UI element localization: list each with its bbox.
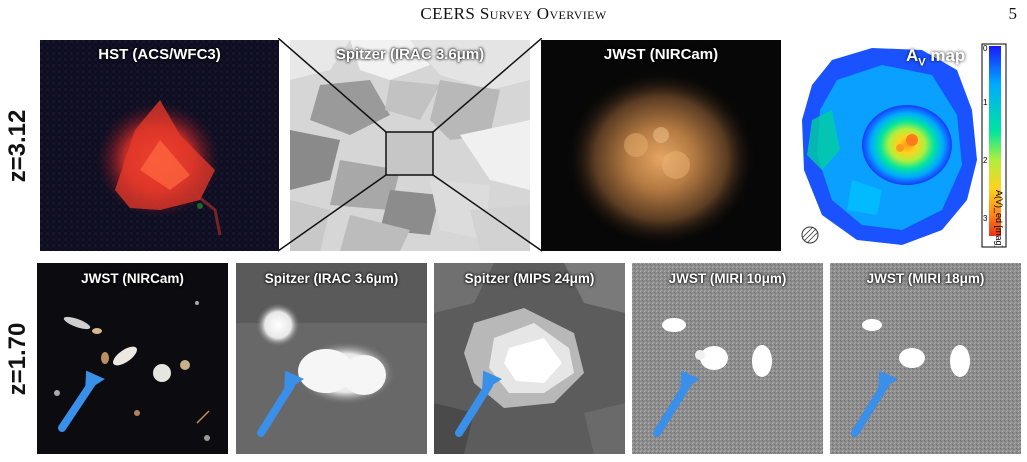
spitzer-irac-top-label: Spitzer (IRAC 3.6μm) bbox=[335, 46, 485, 63]
row-label-bottom: z=1.70 bbox=[4, 322, 31, 396]
spitzer-mips-bottom-panel: Spitzer (MIPS 24μm) bbox=[434, 263, 625, 454]
spitzer-irac-bottom-panel: Spitzer (IRAC 3.6μm) bbox=[236, 263, 427, 454]
page-number: 5 bbox=[1008, 4, 1018, 23]
jwst-miri10-panel: JWST (MIRI 10μm) bbox=[632, 263, 823, 454]
jwst-miri18-image bbox=[830, 263, 1021, 454]
jwst-nircam-bottom-label: JWST (NIRCam) bbox=[81, 271, 184, 286]
zoom-lines bbox=[278, 38, 542, 252]
jwst-nircam-top-image bbox=[541, 40, 781, 251]
av-tick-2: 2 bbox=[983, 156, 988, 165]
spitzer-irac-top-panel: Spitzer (IRAC 3.6μm) bbox=[290, 40, 530, 251]
jwst-miri18-label: JWST (MIRI 18μm) bbox=[866, 271, 985, 286]
av-tick-1: 1 bbox=[983, 98, 988, 107]
av-tick-3: 3 bbox=[983, 214, 988, 223]
jwst-nircam-top-label: JWST (NIRCam) bbox=[603, 46, 719, 63]
hst-label: HST (ACS/WFC3) bbox=[98, 46, 221, 63]
spitzer-mips-bottom-image bbox=[434, 263, 625, 454]
spitzer-mips-bottom-label: Spitzer (MIPS 24μm) bbox=[464, 271, 595, 286]
jwst-miri10-label: JWST (MIRI 10μm) bbox=[668, 271, 787, 286]
av-map-title: AV map bbox=[906, 46, 966, 69]
row-label-top: z=3.12 bbox=[4, 109, 31, 183]
running-head: CEERS Survey Overview 5 bbox=[0, 2, 1027, 24]
spitzer-irac-bottom-label: Spitzer (IRAC 3.6μm) bbox=[264, 271, 399, 286]
jwst-miri10-image bbox=[632, 263, 823, 454]
hst-image bbox=[40, 40, 279, 251]
jwst-nircam-bottom-panel: JWST (NIRCam) bbox=[37, 263, 228, 454]
av-tick-0: 0 bbox=[983, 44, 988, 53]
spitzer-irac-top-image bbox=[290, 40, 530, 251]
av-map-image bbox=[792, 40, 1010, 251]
jwst-nircam-bottom-image bbox=[37, 263, 228, 454]
spitzer-irac-bottom-image bbox=[236, 263, 427, 454]
hst-panel: HST (ACS/WFC3) bbox=[40, 40, 279, 251]
jwst-nircam-top-panel: JWST (NIRCam) bbox=[541, 40, 781, 251]
jwst-miri18-panel: JWST (MIRI 18μm) bbox=[830, 263, 1021, 454]
av-colorbar-unit: A(V)_ed [mag] bbox=[994, 190, 1004, 249]
running-title: CEERS Survey Overview bbox=[420, 4, 607, 23]
av-map-panel: AV map 0 1 2 3 A(V)_ed [mag] bbox=[792, 40, 1010, 251]
